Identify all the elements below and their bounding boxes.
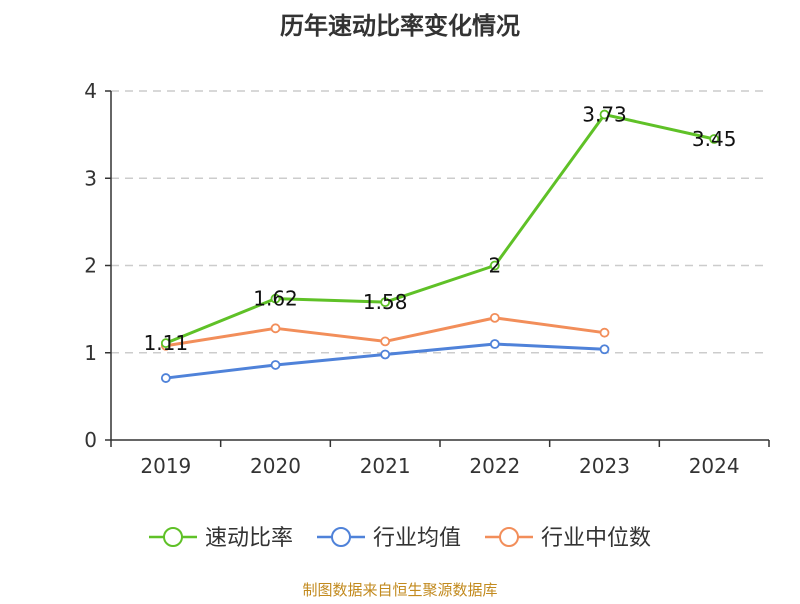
chart-title: 历年速动比率变化情况 — [280, 12, 520, 40]
legend-marker — [163, 527, 183, 547]
data-point — [270, 360, 281, 370]
x-tick-label: 2023 — [579, 454, 630, 478]
data-labels: 1.11 1.62 1.58 2 3.73 3.45 — [144, 103, 737, 356]
axes: 0 1 2 3 4 2019 2020 2021 2022 2023 2024 — [84, 79, 770, 478]
data-point — [380, 336, 391, 347]
series-2 — [160, 339, 610, 383]
data-label: 1.62 — [253, 287, 298, 311]
legend-label: 速动比率 — [205, 526, 293, 551]
y-tick-label: 4 — [84, 79, 97, 103]
x-tick-label: 2022 — [469, 454, 520, 478]
legend: 速动比率 行业均值 行业中位数 — [149, 526, 651, 551]
data-point — [380, 349, 391, 360]
x-tick-label: 2020 — [250, 454, 301, 478]
gridlines — [111, 90, 769, 354]
legend-item: 行业均值 — [317, 526, 461, 551]
x-tick-label: 2019 — [140, 454, 191, 478]
legend-label: 行业均值 — [373, 526, 461, 551]
series — [160, 109, 720, 383]
x-tick-label: 2021 — [360, 454, 411, 478]
data-point — [489, 339, 500, 349]
data-point — [709, 134, 720, 144]
series-line — [165, 342, 605, 380]
data-label: 2 — [488, 254, 501, 278]
data-point — [599, 344, 610, 355]
data-point — [160, 373, 171, 383]
y-tick-label: 0 — [84, 428, 97, 452]
y-tick-label: 2 — [84, 254, 97, 278]
data-point — [270, 293, 281, 304]
y-tick-label: 3 — [84, 166, 97, 190]
legend-marker — [499, 527, 519, 547]
data-label: 1.58 — [363, 290, 408, 314]
legend-item: 速动比率 — [149, 526, 293, 551]
data-point — [599, 327, 610, 338]
series-line — [165, 113, 715, 345]
x-tick-label: 2024 — [689, 454, 740, 478]
data-label: 3.45 — [692, 127, 737, 151]
y-tick-label: 1 — [84, 341, 97, 365]
data-point — [270, 323, 281, 334]
data-point — [599, 109, 610, 120]
series-1 — [160, 109, 720, 349]
data-point — [489, 312, 500, 323]
source-note: 制图数据来自恒生聚源数据库 — [302, 581, 497, 599]
data-point — [160, 338, 171, 349]
data-label: 3.73 — [582, 103, 627, 127]
series-3 — [160, 312, 610, 351]
data-point — [489, 260, 500, 271]
data-point — [380, 297, 391, 308]
legend-item: 行业中位数 — [485, 526, 651, 551]
legend-label: 行业中位数 — [541, 526, 651, 551]
legend-marker — [331, 527, 351, 547]
data-label: 1.11 — [144, 331, 189, 355]
